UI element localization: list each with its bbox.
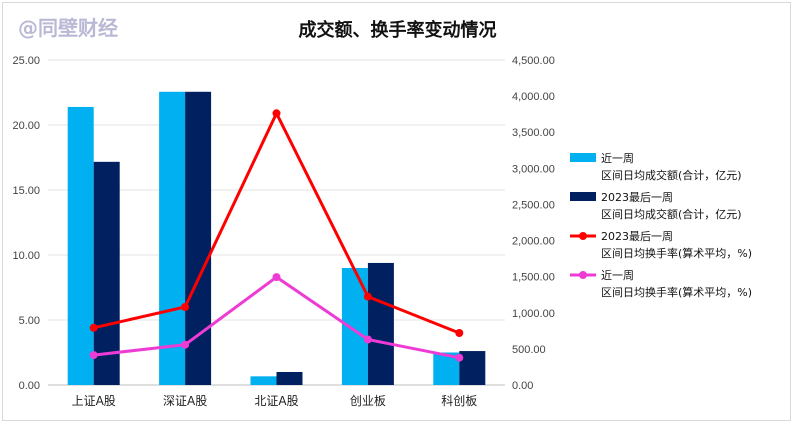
left-tick-label: 20.00 — [12, 120, 40, 132]
category-label: 科创板 — [441, 394, 477, 408]
category-label: 北证A股 — [254, 394, 298, 408]
right-tick-label: 3,000.00 — [512, 163, 555, 175]
right-tick-label: 3,500.00 — [512, 127, 555, 139]
right-tick-label: 2,500.00 — [512, 199, 555, 211]
left-tick-label: 0.00 — [19, 380, 40, 392]
right-tick-label: 2,000.00 — [512, 236, 555, 248]
right-tick-label: 500.00 — [512, 344, 546, 356]
legend-swatch-marker — [579, 232, 587, 240]
left-tick-label: 25.00 — [12, 55, 40, 67]
line-point — [89, 323, 98, 332]
line-point — [272, 273, 281, 282]
bar-2 — [276, 372, 303, 385]
legend-label: 近一周 — [601, 152, 634, 165]
right-tick-label: 0.00 — [512, 380, 533, 392]
line-series-2 — [93, 275, 460, 360]
right-tick-label: 4,000.00 — [512, 91, 555, 103]
bar-1 — [67, 106, 94, 385]
watermark: @同壁财经 — [18, 16, 118, 40]
bar-2 — [459, 351, 486, 385]
line-point — [455, 353, 464, 362]
line-point — [181, 303, 190, 311]
legend-label: 区间日均换手率(算术平均，%) — [601, 246, 752, 260]
legend-swatch-marker — [579, 271, 587, 279]
line-point — [181, 340, 190, 349]
legend-label: 2023最后一周 — [601, 191, 673, 204]
right-tick-label: 1,500.00 — [512, 272, 555, 284]
bar-2 — [93, 161, 120, 385]
bar-1 — [250, 376, 277, 385]
line-point — [272, 109, 281, 118]
left-tick-label: 10.00 — [12, 250, 40, 262]
chart-title: 成交额、换手率变动情况 — [298, 20, 497, 41]
legend-label: 区间日均换手率(算术平均，%) — [601, 285, 752, 299]
category-label: 深证A股 — [163, 394, 207, 408]
category-label: 创业板 — [350, 394, 386, 408]
right-tick-label: 4,500.00 — [512, 55, 555, 67]
line-point — [363, 335, 372, 344]
chart-frame — [2, 2, 791, 421]
line-point — [455, 329, 464, 337]
bar-1 — [159, 91, 186, 386]
legend-label: 区间日均成交额(合计，亿元) — [601, 207, 742, 221]
left-tick-label: 15.00 — [12, 185, 40, 197]
line-series-1 — [93, 109, 460, 335]
legend-label: 2023最后一周 — [601, 230, 673, 243]
legend-label: 近一周 — [601, 269, 634, 282]
category-label: 上证A股 — [72, 394, 116, 408]
line-point — [363, 292, 372, 301]
bar-2 — [367, 262, 394, 385]
right-tick-label: 1,000.00 — [512, 308, 555, 320]
line-point — [89, 351, 98, 360]
legend-label: 区间日均成交额(合计，亿元) — [601, 168, 742, 182]
legend-swatch — [570, 153, 596, 162]
left-tick-label: 5.00 — [19, 315, 40, 327]
legend-swatch — [570, 192, 596, 201]
